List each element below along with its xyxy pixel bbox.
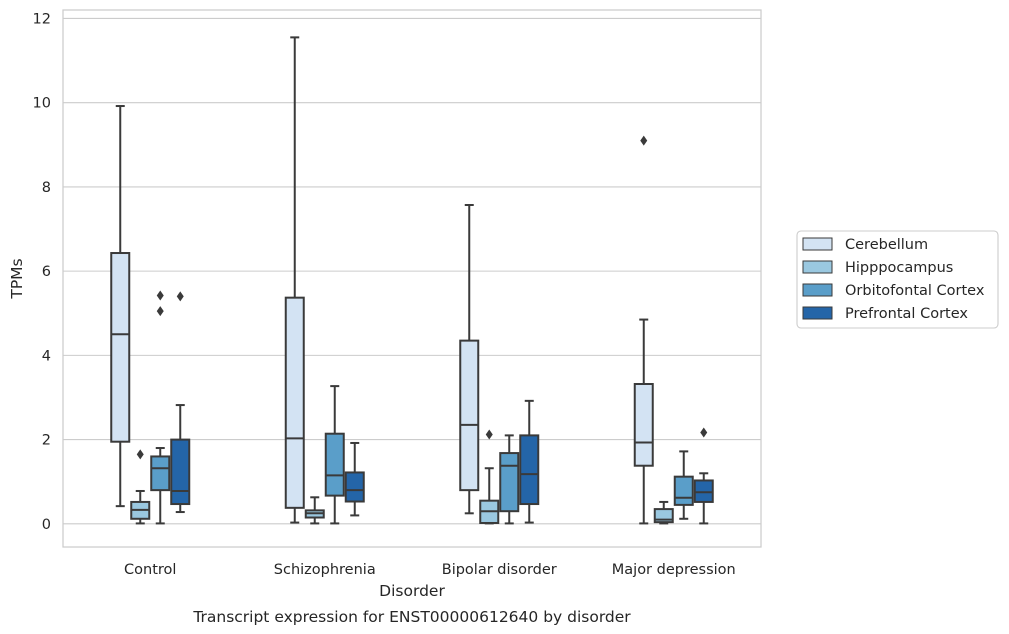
y-tick-label: 6: [42, 264, 51, 280]
box-iqr: [633, 383, 654, 467]
outlier-point: [640, 135, 648, 146]
box-prefrontal-cortex: [344, 441, 365, 517]
box-hipppocampus: [479, 429, 500, 525]
box-orbitofontal-cortex: [150, 290, 171, 525]
x-tick-label: Bipolar disorder: [442, 562, 557, 578]
chart-caption: Transcript expression for ENST0000061264…: [192, 608, 631, 626]
x-tick-labels: Control Schizophrenia Bipolar disorder Majo…: [124, 562, 736, 578]
legend-label: Prefrontal Cortex: [845, 306, 968, 322]
box-hipppocampus: [304, 496, 325, 525]
y-tick-label: 10: [33, 96, 51, 112]
box-iqr: [150, 455, 171, 492]
outlier-point: [156, 290, 164, 301]
box-iqr: [459, 339, 480, 492]
y-tick-label: 12: [33, 11, 51, 27]
outlier-point: [485, 429, 493, 440]
plot-frame: [62, 9, 762, 548]
box-prefrontal-cortex: [170, 291, 191, 514]
box-hipppocampus: [653, 500, 674, 525]
legend-label: Orbitofontal Cortex: [845, 283, 985, 299]
box-cerebellum: [110, 105, 131, 508]
box-iqr: [499, 452, 520, 513]
legend-label: Hipppocampus: [845, 260, 953, 276]
box-cerebellum: [633, 135, 654, 525]
legend-swatch: [802, 260, 833, 274]
gridlines: [63, 17, 761, 525]
outlier-point: [136, 449, 144, 460]
x-axis-label: Disorder: [379, 582, 445, 600]
plot-boxes: [110, 36, 714, 525]
legend: Cerebellum Hipppocampus Orbitofontal Corte…: [796, 230, 999, 329]
box-iqr: [344, 471, 365, 503]
box-iqr: [324, 432, 345, 497]
box-prefrontal-cortex: [519, 399, 540, 524]
outlier-point: [176, 291, 184, 302]
outlier-point: [156, 306, 164, 317]
y-axis-label: TPMs: [8, 258, 26, 299]
y-tick-label: 8: [42, 180, 51, 196]
y-tick-label: 4: [42, 348, 51, 364]
x-tick-label: Schizophrenia: [274, 562, 376, 578]
box-iqr: [110, 252, 131, 443]
box-iqr: [693, 479, 714, 503]
box-hipppocampus: [130, 449, 151, 525]
legend-swatch: [802, 237, 833, 251]
box-iqr: [673, 475, 694, 506]
box-iqr: [284, 296, 305, 509]
box-iqr: [519, 434, 540, 506]
y-tick-label: 0: [42, 517, 51, 533]
legend-label: Cerebellum: [845, 237, 928, 253]
box-prefrontal-cortex: [693, 427, 714, 525]
box-orbitofontal-cortex: [324, 385, 345, 525]
legend-frame: [796, 230, 999, 329]
legend-swatch: [802, 306, 833, 320]
y-tick-label: 2: [42, 433, 51, 449]
x-tick-label: Control: [124, 562, 176, 578]
box-iqr: [170, 438, 191, 506]
y-tick-labels: 0 2 4 6 8 10 12: [33, 11, 51, 532]
box-orbitofontal-cortex: [673, 450, 694, 520]
box-cerebellum: [284, 36, 305, 524]
x-tick-label: Major depression: [612, 562, 736, 578]
outlier-point: [700, 427, 708, 438]
box-orbitofontal-cortex: [499, 434, 520, 525]
box-cerebellum: [459, 204, 480, 515]
legend-swatch: [802, 283, 833, 297]
